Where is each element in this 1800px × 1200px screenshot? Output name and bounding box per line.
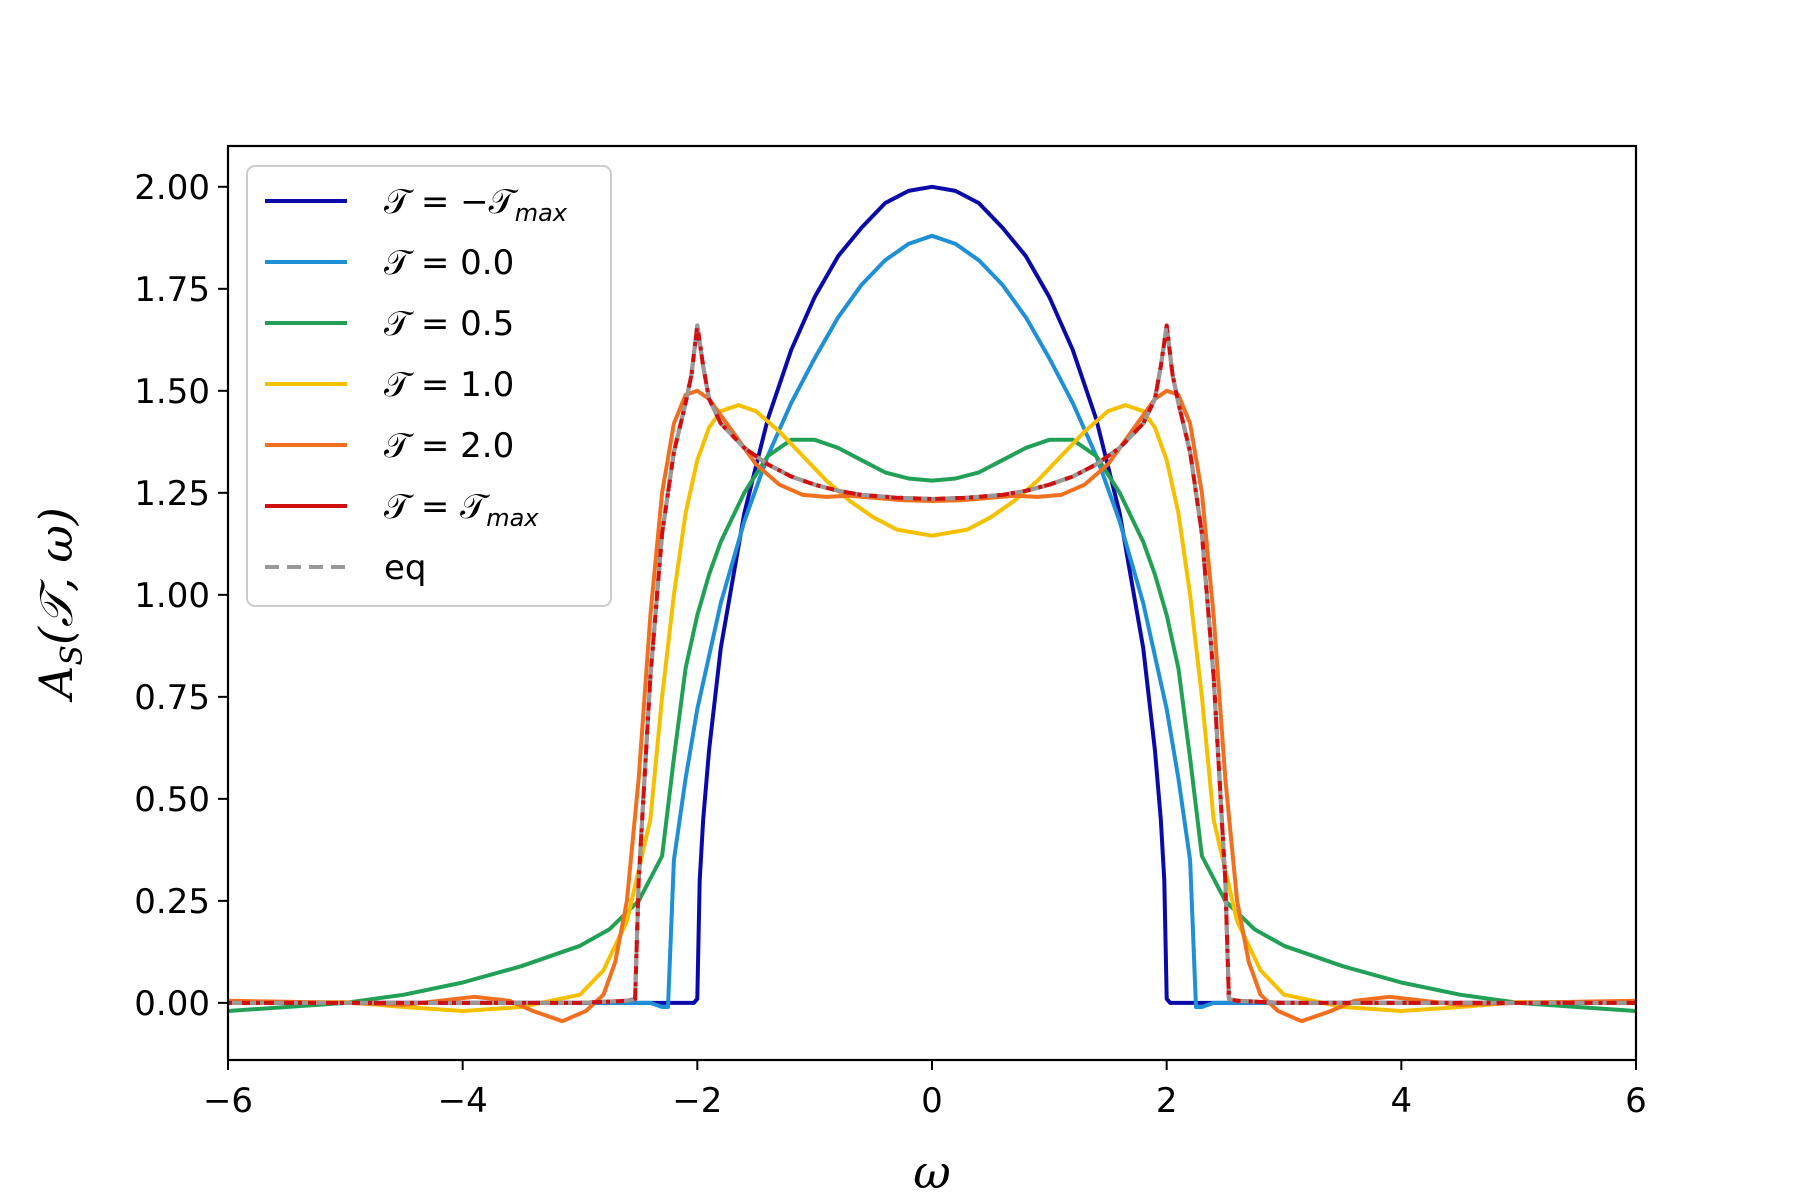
series-line-3 <box>228 403 1636 1013</box>
x-tick-label: 6 <box>1625 1081 1647 1121</box>
legend-label-subscript: max <box>486 504 539 532</box>
y-axis-label-args: (𝒯, ω) <box>29 507 83 645</box>
series-line-1 <box>228 233 1636 1009</box>
x-axis: −6 −4 −2 0 2 4 6 <box>203 1060 1647 1121</box>
legend-label-subscript: max <box>515 199 568 227</box>
y-tick-label: 0.00 <box>134 984 210 1024</box>
legend-label-text: 𝒯 = 0.0 <box>384 243 514 283</box>
y-tick-label: 1.75 <box>134 270 210 310</box>
y-tick-label: 0.75 <box>134 678 210 718</box>
legend-label-text: 𝒯 = −𝒯 <box>384 182 519 222</box>
legend-label-text: 𝒯 = 0.5 <box>384 304 514 344</box>
legend-label-4: 𝒯 = 2.0 <box>384 426 514 466</box>
y-tick-label: 1.50 <box>134 372 210 412</box>
x-tick-label: −2 <box>672 1081 722 1121</box>
legend-label-5: 𝒯 = 𝒯max <box>384 487 539 532</box>
legend-label-1: 𝒯 = 0.0 <box>384 243 514 283</box>
y-tick-label: 0.50 <box>134 780 210 820</box>
legend-box <box>246 165 612 607</box>
x-tick-label: 2 <box>1156 1081 1178 1121</box>
y-tick-label: 1.25 <box>134 474 210 514</box>
y-axis-label-sub: S <box>55 645 90 666</box>
y-axis-label-main: A <box>29 666 83 703</box>
x-tick-label: 4 <box>1391 1081 1413 1121</box>
series-line-0 <box>228 184 1636 1005</box>
legend-label-0: 𝒯 = −𝒯max <box>384 182 568 227</box>
x-axis-label: ω <box>913 1145 951 1199</box>
legend-label-text: 𝒯 = 𝒯 <box>384 487 490 527</box>
x-tick-label: −6 <box>203 1081 253 1121</box>
x-tick-label: −4 <box>438 1081 488 1121</box>
series-line-6 <box>228 323 1636 1005</box>
y-axis: 0.00 0.25 0.50 0.75 1.00 1.25 1.50 1.75 2.00 <box>134 168 228 1024</box>
series-layer <box>228 184 1636 1024</box>
legend-label-2: 𝒯 = 0.5 <box>384 304 514 344</box>
legend-label-3: 𝒯 = 1.0 <box>384 365 514 405</box>
legend-label-text: 𝒯 = 2.0 <box>384 426 514 466</box>
legend-label-text: 𝒯 = 1.0 <box>384 365 514 405</box>
y-tick-label: 2.00 <box>134 168 210 208</box>
x-tick-label: 0 <box>921 1081 943 1121</box>
y-tick-label: 0.25 <box>134 882 210 922</box>
y-axis-label: AS(𝒯, ω) <box>29 507 90 703</box>
legend-label-text: eq <box>384 548 427 588</box>
legend-label-6: eq <box>384 548 427 588</box>
svg-text:AS(𝒯, ω): AS(𝒯, ω) <box>29 507 90 703</box>
y-tick-label: 1.00 <box>134 576 210 616</box>
